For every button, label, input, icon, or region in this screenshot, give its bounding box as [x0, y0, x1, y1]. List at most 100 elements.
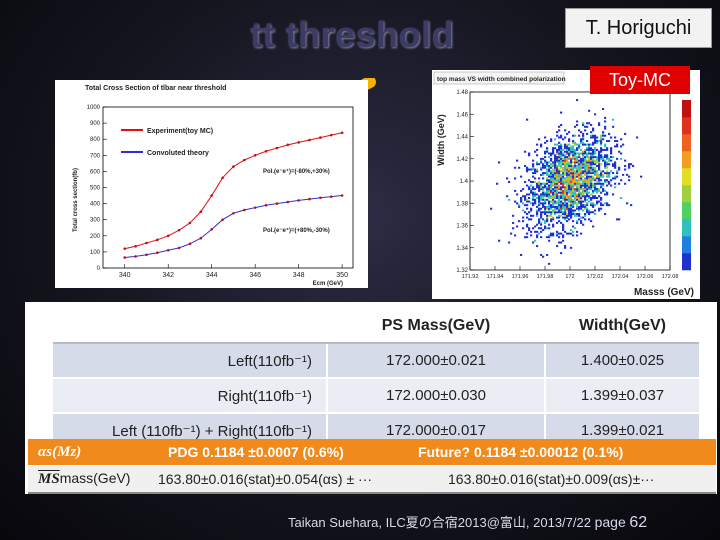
- heatmap-cell: [564, 189, 567, 192]
- heatmap-cell: [604, 116, 607, 119]
- heatmap-cell: [546, 191, 549, 194]
- ms-mass-row: MSmass(GeV) 163.80±0.016(stat)±0.054(αs)…: [28, 466, 716, 494]
- heatmap-cell: [576, 173, 579, 176]
- heatmap-cell: [574, 193, 577, 196]
- heatmap-cell: [538, 197, 541, 199]
- heatmap-cell: [550, 179, 553, 182]
- heatmap-cell: [546, 189, 549, 192]
- heatmap-cell: [550, 159, 553, 162]
- heatmap-cell: [540, 236, 543, 239]
- heatmap-cell: [586, 198, 589, 201]
- ms-label-suffix: mass(GeV): [59, 470, 131, 486]
- heatmap-cell: [580, 164, 583, 167]
- heatmap-cell: [536, 213, 539, 216]
- y-tick-label: 600: [90, 169, 101, 175]
- heatmap-cell: [572, 220, 575, 223]
- heatmap-cell: [596, 157, 599, 160]
- heatmap-cell: [572, 211, 575, 214]
- heatmap-cell: [582, 134, 585, 137]
- heatmap-cell: [584, 197, 587, 199]
- data-point: [308, 138, 311, 142]
- heatmap-cell: [588, 218, 591, 221]
- heatmap-cell: [574, 214, 577, 217]
- heatmap-cell: [532, 191, 535, 194]
- heatmap-cell: [596, 200, 599, 203]
- heatmap-cell: [628, 164, 631, 167]
- heatmap-cell: [610, 156, 613, 159]
- heatmap-cell: [614, 161, 617, 164]
- heatmap-cell: [582, 161, 585, 164]
- heatmap-cell: [552, 204, 555, 207]
- y-tick-label: 100: [90, 250, 101, 256]
- heatmap-cell: [548, 239, 551, 242]
- heatmap-cell: [586, 170, 589, 173]
- heatmap-cell: [526, 170, 529, 173]
- heatmap-cell: [574, 191, 577, 194]
- heatmap-cell: [550, 163, 553, 166]
- heatmap-cell: [554, 207, 557, 210]
- heatmap-cell: [562, 182, 565, 185]
- heatmap-cell: [558, 170, 561, 173]
- heatmap-cell: [538, 163, 541, 166]
- heatmap-cell: [588, 188, 591, 191]
- heatmap-cell: [552, 177, 555, 180]
- heatmap-cell: [578, 172, 581, 175]
- heatmap-cell: [540, 221, 543, 224]
- y-tick-label: 500: [90, 186, 101, 192]
- heatmap-cell: [546, 211, 549, 214]
- colorbar-segment: [682, 236, 691, 254]
- heatmap-cell: [582, 216, 585, 219]
- heatmap-cell: [588, 164, 591, 167]
- heatmap-cell: [540, 195, 543, 198]
- heatmap-cell: [540, 214, 543, 217]
- heatmap-cell: [612, 163, 615, 166]
- heatmap-cell: [600, 157, 603, 160]
- heatmap-cell: [542, 205, 545, 208]
- heatmap-cell: [558, 241, 561, 244]
- heatmap-cell: [576, 193, 579, 196]
- heatmap-cell: [592, 127, 595, 130]
- heatmap-cell: [572, 164, 575, 167]
- heatmap-cell: [550, 140, 553, 143]
- heatmap-cell: [568, 164, 571, 167]
- heatmap-cell: [568, 195, 571, 198]
- heatmap-cell: [540, 186, 543, 189]
- heatmap-cell: [544, 209, 547, 212]
- heatmap-cell: [608, 175, 611, 178]
- heatmap-cell: [610, 179, 613, 182]
- heatmap-cell: [536, 234, 539, 237]
- heatmap-cell: [602, 138, 605, 141]
- heatmap-cell: [618, 182, 621, 185]
- heatmap-cell: [588, 152, 591, 155]
- heatmap-cell: [580, 184, 583, 187]
- heatmap-cell: [564, 163, 567, 166]
- heatmap-cell: [574, 202, 577, 205]
- heatmap-cell: [570, 168, 573, 171]
- heatmap-cell: [544, 166, 547, 169]
- heatmap-cell: [508, 198, 511, 201]
- heatmap-cell: [582, 154, 585, 157]
- data-point: [199, 210, 203, 213]
- x-tick-label: 172.08: [662, 274, 679, 280]
- heatmap-cell: [576, 181, 579, 183]
- heatmap-cell: [530, 191, 533, 194]
- heatmap-cell: [546, 205, 549, 208]
- heatmap-cell: [542, 211, 545, 214]
- heatmap-cell: [588, 179, 591, 182]
- heatmap-cell: [568, 177, 571, 180]
- heatmap-cell: [596, 172, 599, 175]
- heatmap-cell: [536, 161, 539, 164]
- heatmap-cell: [586, 188, 589, 191]
- heatmap-cell: [568, 161, 571, 164]
- heatmap-cell: [600, 175, 603, 178]
- heatmap-cell: [568, 163, 571, 166]
- heatmap-cell: [540, 207, 543, 210]
- heatmap-cell: [530, 207, 533, 210]
- heatmap-cell: [570, 198, 573, 201]
- heatmap-cell: [572, 204, 575, 207]
- heatmap-cell: [528, 152, 531, 155]
- results-table: PS Mass(GeV) Width(GeV) Left(110fb⁻¹) 17…: [53, 310, 699, 447]
- heatmap-cell: [516, 225, 519, 228]
- heatmap-cell: [606, 193, 609, 196]
- heatmap-cell: [550, 211, 553, 214]
